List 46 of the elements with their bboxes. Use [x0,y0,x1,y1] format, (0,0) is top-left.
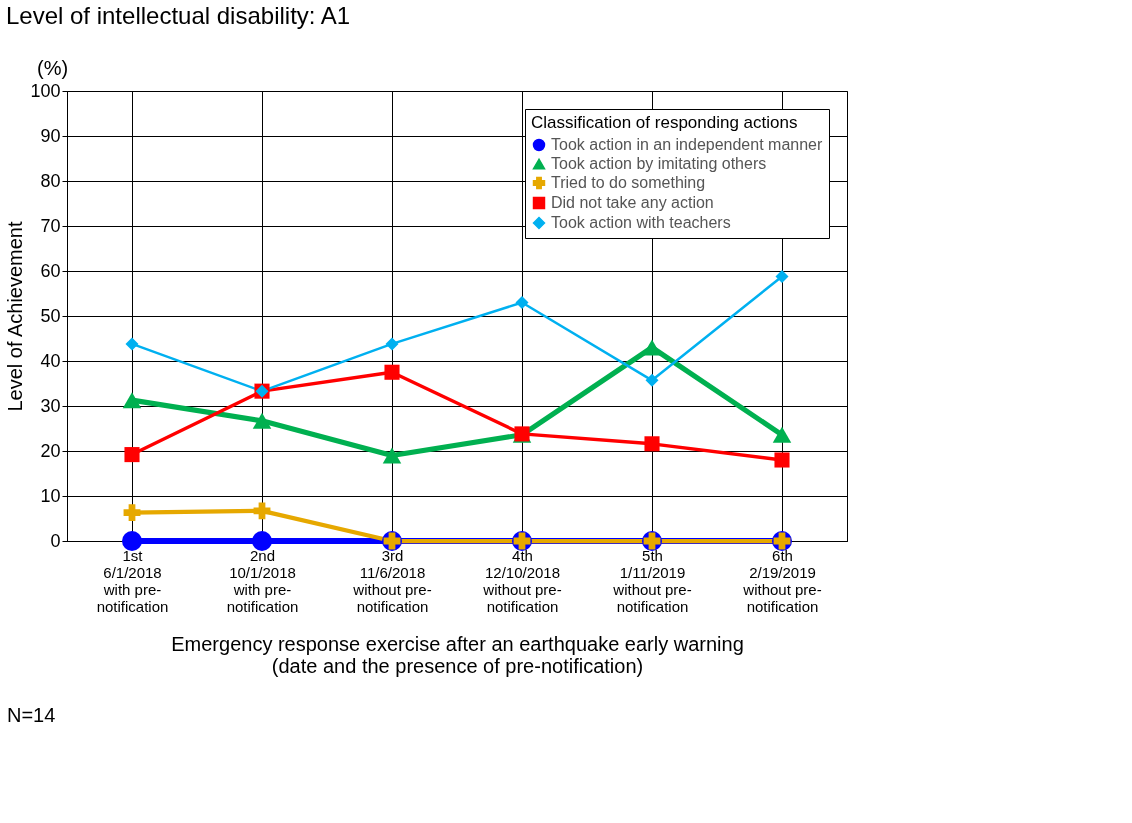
x-tick-label: 3rd 11/6/2018 without pre- notification [352,546,432,615]
x-tick-label: 1st 6/1/2018 with pre- notification [96,546,169,615]
point [252,531,272,551]
x-tick-label: 6th 2/19/2019 without pre- notification [742,546,822,615]
y-tick-label: 80 [40,170,61,191]
legend-label: Took action by imitating others [551,155,767,172]
y-tick-label: 40 [40,350,61,371]
point [774,452,790,468]
y-tick-label: 70 [40,215,61,236]
point [122,531,142,551]
legend-label: Took action with teachers [551,214,731,231]
point [252,412,272,429]
text: (%) [37,57,69,79]
text: N=14 [7,704,56,726]
point [385,337,399,351]
point [123,504,141,522]
y-axis-title: Level of Achievement [4,221,27,412]
point [384,364,400,380]
y-tick-label: 60 [40,260,61,281]
y-tick-label: 100 [30,80,61,101]
point [642,339,662,356]
y-tick-label: 50 [40,305,61,326]
x-axis-title: Emergency response exercise after an earthquake early warning (date and the presence of pre-notification) [171,632,744,677]
x-tick-label: 5th 1/11/2019 without pre- notification [612,546,692,615]
point [122,392,142,409]
y-tick-label: 0 [50,530,61,551]
chart-title: Level of intellectual disability: A1 [5,2,351,29]
legend-label: Tried to do something [551,174,706,191]
point [645,373,659,387]
point [515,295,529,310]
point [253,502,271,520]
legend-title: Classification of responding actions [531,113,798,132]
point [644,436,660,452]
y-tick-label: 30 [40,395,61,416]
y-tick-label: 10 [40,485,61,506]
point [124,447,140,463]
legend-label: Did not take any action [551,194,714,211]
y-tick-label: 90 [40,125,61,146]
y-tick-label: 20 [40,440,61,461]
point [775,269,789,283]
x-tick-label: 2nd 10/1/2018 with pre- notification [226,546,299,615]
x-tick-label: 4th 12/10/2018 without pre- notification [482,546,562,615]
point [125,337,139,351]
point [772,426,792,443]
point [382,447,402,464]
legend-label: Took action in an independent manner [551,136,823,153]
